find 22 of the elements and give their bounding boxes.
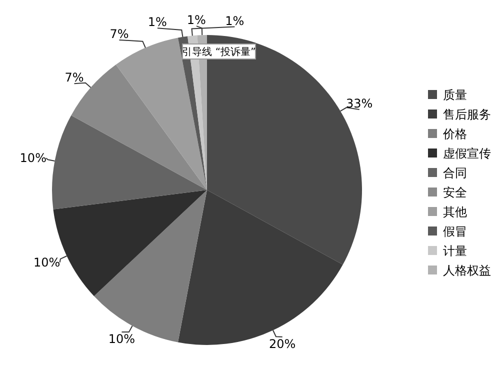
pie-slice <box>52 115 207 210</box>
text: 引导线 “投诉量” <box>182 46 256 58</box>
legend-label: 合同 <box>443 166 467 180</box>
legend-label: 售后服务 <box>443 108 491 122</box>
data-label: 1% <box>186 13 206 28</box>
data-label: 10% <box>34 255 60 270</box>
legend-label: 虚假宣传 <box>443 146 491 160</box>
data-label: 33% <box>346 96 373 110</box>
data-label: 7% <box>64 70 84 85</box>
data-label: 1% <box>225 14 244 28</box>
legend-label: 人格权益 <box>443 264 491 278</box>
data-label: 20% <box>269 336 296 351</box>
data-label: 7% <box>110 26 129 41</box>
legend-label: 其他 <box>443 205 467 219</box>
legend-label: 价格 <box>442 127 467 141</box>
data-label: 10% <box>108 332 136 346</box>
legend-label: 安全 <box>443 186 467 200</box>
legend-label: 计量 <box>443 244 467 258</box>
legend-label: 假冒 <box>443 224 467 238</box>
legend-label: 质量 <box>443 88 467 102</box>
data-label: 1% <box>148 15 167 30</box>
data-label: 10% <box>20 151 46 166</box>
